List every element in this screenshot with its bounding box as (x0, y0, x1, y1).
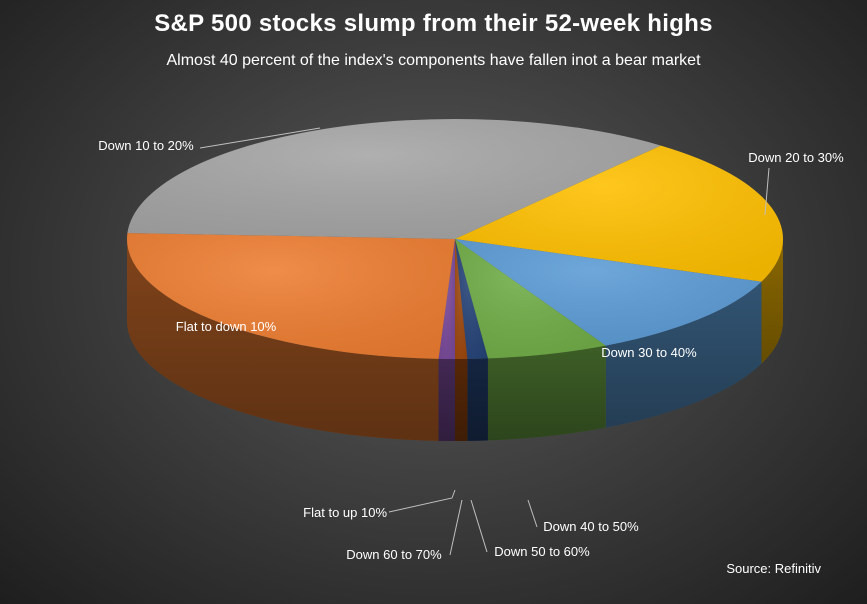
pie-side-shade-down-50-to-60 (467, 358, 488, 441)
label-flat-to-down-10: Flat to down 10% (176, 319, 277, 334)
leader-line-flat-to-up-10 (388, 489, 456, 513)
pie-side-shade-flat-to-up-10 (438, 358, 455, 441)
label-down-10-to-20: Down 10 to 20% (98, 138, 194, 153)
pie-side-shade-flat-to-down-10 (127, 239, 439, 441)
leader-line-down-50-to-60 (470, 499, 488, 553)
pie-labels: Flat to up 10% Flat to down 10% Down 10 to… (98, 127, 844, 562)
pie-slice-shine-down-10-to-20 (127, 119, 661, 239)
pie-slice-shine-down-20-to-30 (455, 145, 783, 282)
pie-slice-shine-flat-to-down-10 (126, 232, 455, 359)
pie-slice-shine-down-40-to-50 (455, 239, 606, 359)
leader-line-down-40-to-50 (527, 499, 538, 528)
source-note: Source: Refinitiv (726, 561, 821, 576)
pie-slice-shine-flat-to-up-10 (438, 239, 455, 359)
leader-line-down-20-to-30 (764, 167, 770, 216)
label-flat-to-up-10: Flat to up 10% (303, 505, 387, 520)
label-down-60-to-70: Down 60 to 70% (346, 547, 442, 562)
pie-side-shade-down-60-to-70 (455, 358, 468, 441)
pie-slice-shine-down-60-to-70 (455, 239, 468, 359)
pie-slice-shine-down-30-to-40 (455, 239, 762, 346)
pie-tops (126, 119, 783, 359)
pie-side-shade-down-20-to-30 (761, 239, 784, 364)
chart-title: S&P 500 stocks slump from their 52-week … (154, 10, 713, 37)
pie-sides (127, 239, 784, 441)
pie-side-shade-down-40-to-50 (487, 345, 606, 441)
label-down-20-to-30: Down 20 to 30% (748, 150, 844, 165)
label-down-30-to-40: Down 30 to 40% (601, 345, 697, 360)
label-down-50-to-60: Down 50 to 60% (494, 544, 590, 559)
pie-slice-shine-down-50-to-60 (455, 239, 488, 359)
pie-side-shade-down-30-to-40 (605, 281, 762, 428)
leader-line-down-10-to-20 (199, 127, 321, 149)
label-down-40-to-50: Down 40 to 50% (543, 519, 639, 534)
chart-subtitle: Almost 40 percent of the index's compone… (166, 52, 701, 69)
leader-line-down-60-to-70 (449, 499, 463, 556)
